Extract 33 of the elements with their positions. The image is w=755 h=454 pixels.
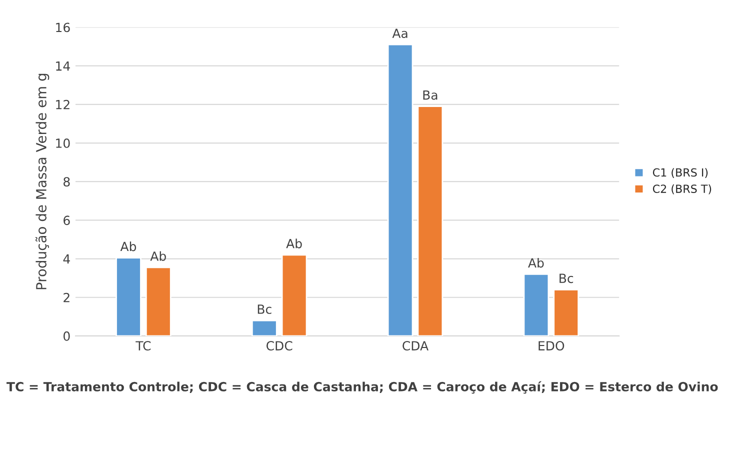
data-label: Ba <box>423 90 438 100</box>
y-tick-label: 8 <box>64 177 70 187</box>
y-tick-label: 16 <box>56 22 70 32</box>
x-tick-label: CDA <box>402 341 428 350</box>
data-label: Bc <box>560 274 574 284</box>
bar <box>251 320 278 336</box>
x-tick-label: TC <box>136 341 151 350</box>
y-tick-label: 2 <box>64 292 70 302</box>
legend-label: C2 (BRS T) <box>652 184 712 194</box>
bar <box>281 254 308 336</box>
bar <box>417 106 444 336</box>
y-axis-title: Produção de Massa Verde em g <box>36 74 50 290</box>
y-tick-label: 12 <box>56 100 70 110</box>
bar <box>523 274 550 336</box>
data-label: Aa <box>392 28 408 38</box>
legend-label: C1 (BRS I) <box>652 168 708 178</box>
y-tick-label: 6 <box>64 216 70 226</box>
text: TC = Tratamento Controle; CDC = Casca de Castanha; CDA = Caroço de Açaí; EDO = Esterco de Ovino <box>6 381 718 394</box>
data-label: Ab <box>528 258 544 268</box>
data-label: Bc <box>258 304 272 314</box>
bar <box>116 257 142 336</box>
y-tick-label: 4 <box>63 254 70 264</box>
y-tick-label: 0 <box>64 331 70 341</box>
x-tick-label: EDO <box>538 341 564 350</box>
data-label: Ab <box>150 251 166 261</box>
x-tick-label: CDC <box>266 341 292 350</box>
y-tick-label: 10 <box>56 138 70 148</box>
bar <box>553 288 580 336</box>
bar <box>145 266 172 336</box>
bar <box>387 44 414 336</box>
data-label: Ab <box>120 242 136 252</box>
data-label: Ab <box>286 238 302 248</box>
y-tick-label: 14 <box>56 61 70 71</box>
